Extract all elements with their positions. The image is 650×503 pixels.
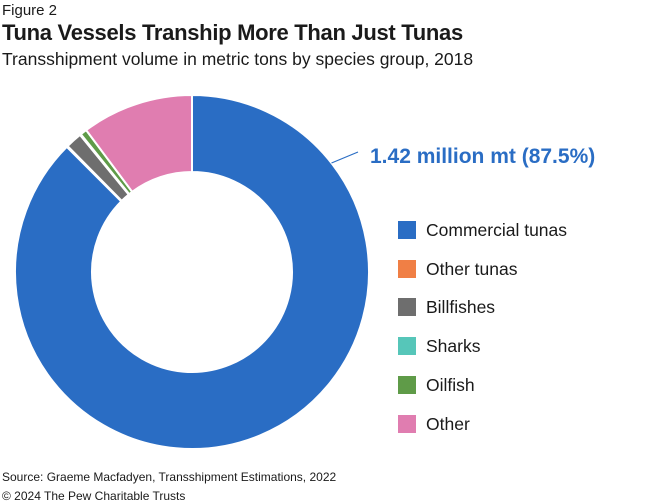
legend-label: Commercial tunas: [426, 220, 568, 240]
legend-swatch: [398, 337, 416, 356]
figure-label: Figure 2: [2, 2, 58, 19]
copyright-note: © 2024 The Pew Charitable Trusts: [2, 489, 186, 503]
chart-title: Tuna Vessels Tranship More Than Just Tun…: [2, 20, 463, 45]
legend-swatch: [398, 414, 416, 433]
annotation-label: 1.42 million mt (87.5%): [370, 145, 595, 168]
legend-label: Other: [426, 413, 470, 434]
annotation-leader-line: [331, 151, 359, 164]
donut-chart: 1.42 million mt (87.5%): [14, 93, 595, 450]
source-note: Source: Graeme Macfadyen, Transshipment …: [2, 470, 337, 484]
slice-commercial-tunas: [14, 93, 370, 450]
legend-label: Other tunas: [426, 258, 518, 279]
slice-other: [84, 93, 193, 194]
donut-slices: [14, 93, 370, 450]
legend-swatch: [398, 259, 416, 278]
legend-label: Oilfish: [426, 374, 475, 395]
chart-subtitle: Transshipment volume in metric tons by s…: [2, 49, 474, 69]
legend-swatch: [398, 375, 416, 394]
legend-swatch: [398, 221, 416, 239]
legend-label: Sharks: [426, 336, 481, 357]
legend-label: Billfishes: [426, 297, 496, 318]
legend-swatch: [398, 298, 416, 317]
